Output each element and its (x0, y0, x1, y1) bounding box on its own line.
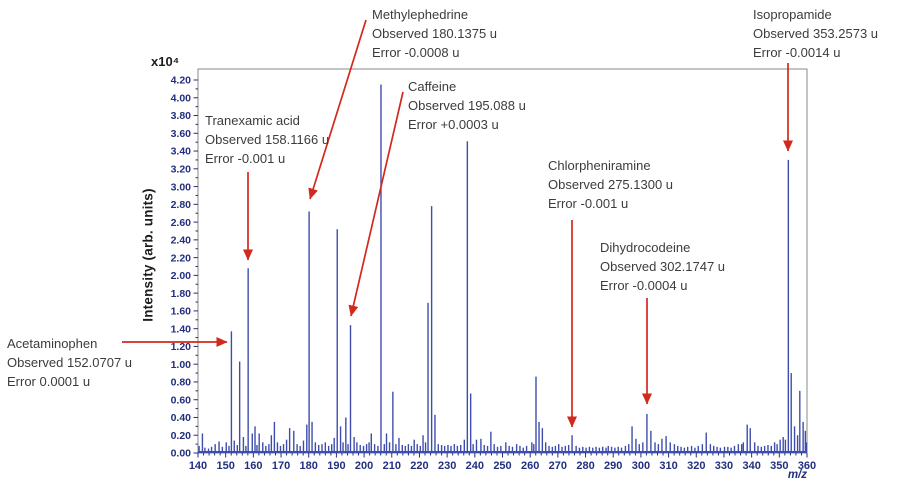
compound-observed-mass: Observed 275.1300 u (548, 177, 674, 192)
compound-observed-mass: Observed 302.1747 u (600, 259, 726, 274)
svg-text:250: 250 (493, 460, 511, 472)
compound-mass-error: Error -0.0004 u (600, 278, 688, 293)
compound-mass-error: Error -0.0008 u (372, 45, 460, 60)
compound-mass-error: Error -0.001 u (205, 151, 286, 166)
annotation-arrow (348, 91, 404, 317)
compound-observed-mass: Observed 152.0707 u (7, 355, 133, 370)
svg-text:3.40: 3.40 (171, 146, 192, 158)
compound-observed-mass: Observed 158.1166 u (205, 132, 330, 147)
svg-text:2.20: 2.20 (171, 252, 192, 264)
compound-name: Caffeine (408, 79, 457, 94)
compound-annotation: Acetaminophen Observed 152.0707 u Error … (7, 334, 132, 391)
svg-text:340: 340 (742, 460, 760, 472)
compound-observed-mass: Observed 353.2573 u (753, 26, 879, 41)
y-axis-multiplier-label: x10⁴ (151, 54, 180, 69)
compound-annotation: Dihydrocodeine Observed 302.1747 u Error… (600, 238, 725, 295)
y-axis-ticks: 0.00 0.20 0.40 0.60 0.80 1.00 1.20 1.40 1.60 1.80… (171, 75, 198, 460)
svg-text:4.00: 4.00 (171, 92, 192, 104)
compound-name: Isopropamide (753, 7, 832, 22)
svg-text:2.80: 2.80 (171, 199, 192, 211)
svg-text:320: 320 (687, 460, 705, 472)
svg-text:1.60: 1.60 (171, 306, 192, 318)
svg-text:230: 230 (438, 460, 456, 472)
compound-mass-error: Error +0.0003 u (408, 117, 499, 132)
svg-text:270: 270 (549, 460, 567, 472)
compound-name: Dihydrocodeine (600, 240, 691, 255)
svg-text:2.00: 2.00 (171, 270, 192, 282)
compound-mass-error: Error -0.001 u (548, 196, 629, 211)
svg-text:3.00: 3.00 (171, 181, 192, 193)
svg-text:280: 280 (576, 460, 594, 472)
svg-text:1.00: 1.00 (171, 359, 192, 371)
annotation-arrows (122, 19, 793, 428)
svg-text:190: 190 (327, 460, 345, 472)
svg-text:300: 300 (632, 460, 650, 472)
svg-text:3.60: 3.60 (171, 128, 192, 140)
x-axis-ticks: 140 150 160 170 180 190 200 210 220 230 240 250 260 2… (189, 453, 816, 472)
svg-text:4.20: 4.20 (171, 75, 192, 87)
svg-text:3.20: 3.20 (171, 164, 192, 176)
compound-annotation: Chlorpheniramine Observed 275.1300 u Err… (548, 156, 673, 213)
svg-text:360: 360 (798, 460, 816, 472)
svg-text:0.80: 0.80 (171, 377, 192, 389)
compound-observed-mass: Observed 180.1375 u (372, 26, 498, 41)
svg-text:310: 310 (659, 460, 677, 472)
compound-mass-error: Error 0.0001 u (7, 374, 91, 389)
compound-observed-mass: Observed 195.088 u (408, 98, 526, 113)
svg-text:2.60: 2.60 (171, 217, 192, 229)
compound-annotation: Methylephedrine Observed 180.1375 u Erro… (372, 5, 497, 62)
svg-text:210: 210 (383, 460, 401, 472)
svg-text:290: 290 (604, 460, 622, 472)
svg-text:140: 140 (189, 460, 207, 472)
svg-text:0.20: 0.20 (171, 430, 192, 442)
svg-text:180: 180 (300, 460, 318, 472)
svg-text:330: 330 (715, 460, 733, 472)
compound-name: Chlorpheniramine (548, 158, 651, 173)
compound-annotation: Isopropamide Observed 353.2573 u Error -… (753, 5, 878, 62)
svg-text:160: 160 (244, 460, 262, 472)
svg-text:0.60: 0.60 (171, 394, 192, 406)
svg-text:0.40: 0.40 (171, 412, 192, 424)
svg-text:260: 260 (521, 460, 539, 472)
svg-text:0.00: 0.00 (171, 448, 192, 460)
compound-annotation: Tranexamic acid Observed 158.1166 u Erro… (205, 111, 329, 168)
svg-text:2.40: 2.40 (171, 235, 192, 247)
svg-text:200: 200 (355, 460, 373, 472)
svg-text:170: 170 (272, 460, 290, 472)
compound-name: Tranexamic acid (205, 113, 300, 128)
x-axis-title: m/z (787, 469, 807, 481)
annotation-arrow (308, 19, 367, 200)
compound-annotation: Caffeine Observed 195.088 u Error +0.000… (408, 77, 526, 134)
svg-text:220: 220 (410, 460, 428, 472)
compound-name: Methylephedrine (372, 7, 469, 22)
svg-text:1.40: 1.40 (171, 323, 192, 335)
spectrum-peaks (198, 84, 808, 453)
compound-mass-error: Error -0.0014 u (753, 45, 841, 60)
svg-text:240: 240 (466, 460, 484, 472)
svg-text:350: 350 (770, 460, 788, 472)
svg-text:3.80: 3.80 (171, 110, 192, 122)
svg-text:1.80: 1.80 (171, 288, 192, 300)
compound-name: Acetaminophen (7, 336, 98, 351)
svg-text:150: 150 (217, 460, 235, 472)
svg-text:1.20: 1.20 (171, 341, 192, 353)
